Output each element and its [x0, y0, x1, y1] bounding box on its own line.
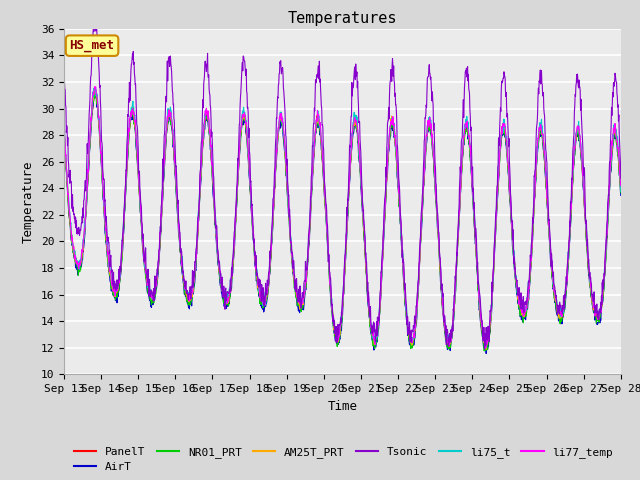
li75_t	[184, 291, 192, 297]
PanelT	[617, 188, 625, 194]
AirT	[483, 350, 490, 356]
PanelT	[246, 192, 254, 198]
li75_t	[552, 293, 559, 299]
PanelT	[552, 296, 559, 301]
li75_t	[502, 134, 510, 140]
Title: Temperatures: Temperatures	[287, 11, 397, 26]
NR01_PRT	[184, 302, 192, 308]
li77_temp	[92, 84, 100, 90]
Line: li77_temp: li77_temp	[64, 87, 621, 348]
Tsonic	[60, 68, 68, 74]
Line: li75_t: li75_t	[64, 88, 621, 348]
li77_temp	[171, 159, 179, 165]
AM25T_PRT	[502, 138, 510, 144]
PanelT	[171, 159, 179, 165]
AirT	[246, 190, 254, 195]
PanelT	[502, 139, 510, 145]
li75_t	[171, 155, 179, 160]
li75_t	[429, 147, 437, 153]
AirT	[91, 91, 99, 97]
NR01_PRT	[60, 130, 68, 135]
li75_t	[246, 184, 254, 190]
AirT	[184, 302, 192, 308]
AM25T_PRT	[246, 184, 254, 190]
NR01_PRT	[92, 91, 100, 96]
NR01_PRT	[502, 142, 510, 147]
PanelT	[92, 87, 100, 93]
li77_temp	[617, 183, 625, 189]
li77_temp	[552, 295, 559, 301]
AM25T_PRT	[91, 85, 99, 91]
Line: AirT: AirT	[64, 94, 621, 353]
PanelT	[60, 125, 68, 131]
NR01_PRT	[171, 160, 179, 166]
Y-axis label: Temperature: Temperature	[22, 160, 35, 243]
NR01_PRT	[246, 193, 254, 199]
li77_temp	[184, 291, 192, 297]
AM25T_PRT	[617, 188, 625, 193]
NR01_PRT	[617, 190, 625, 196]
Text: HS_met: HS_met	[70, 39, 115, 52]
AM25T_PRT	[184, 297, 192, 303]
AM25T_PRT	[60, 124, 68, 130]
PanelT	[429, 150, 437, 156]
AirT	[429, 152, 437, 157]
Tsonic	[429, 103, 437, 108]
Tsonic	[502, 89, 510, 95]
li75_t	[90, 85, 98, 91]
AM25T_PRT	[429, 145, 437, 151]
li75_t	[60, 120, 68, 126]
AM25T_PRT	[483, 347, 490, 352]
Tsonic	[617, 176, 625, 181]
Tsonic	[92, 15, 99, 21]
AM25T_PRT	[171, 157, 179, 163]
li75_t	[482, 345, 490, 351]
Tsonic	[184, 297, 192, 303]
X-axis label: Time: Time	[328, 400, 357, 413]
NR01_PRT	[429, 152, 437, 158]
PanelT	[184, 296, 192, 301]
AirT	[60, 129, 68, 135]
li77_temp	[482, 345, 490, 351]
li77_temp	[429, 147, 437, 153]
PanelT	[445, 344, 452, 350]
NR01_PRT	[552, 301, 559, 307]
AM25T_PRT	[552, 298, 559, 304]
Tsonic	[552, 288, 559, 293]
li77_temp	[502, 136, 510, 142]
Line: NR01_PRT: NR01_PRT	[64, 94, 621, 351]
Line: AM25T_PRT: AM25T_PRT	[64, 88, 621, 349]
AirT	[502, 144, 510, 149]
AirT	[552, 300, 559, 305]
Line: PanelT: PanelT	[64, 90, 621, 347]
NR01_PRT	[481, 348, 488, 354]
Tsonic	[481, 347, 488, 352]
Legend: PanelT, AirT, NR01_PRT, AM25T_PRT, Tsonic, li75_t, li77_temp: PanelT, AirT, NR01_PRT, AM25T_PRT, Tsoni…	[70, 442, 618, 477]
Tsonic	[171, 132, 179, 138]
li75_t	[617, 189, 625, 194]
Line: Tsonic: Tsonic	[64, 18, 621, 349]
li77_temp	[60, 125, 68, 131]
li77_temp	[246, 185, 254, 191]
Tsonic	[246, 179, 254, 185]
AirT	[171, 167, 179, 172]
AirT	[617, 192, 625, 198]
